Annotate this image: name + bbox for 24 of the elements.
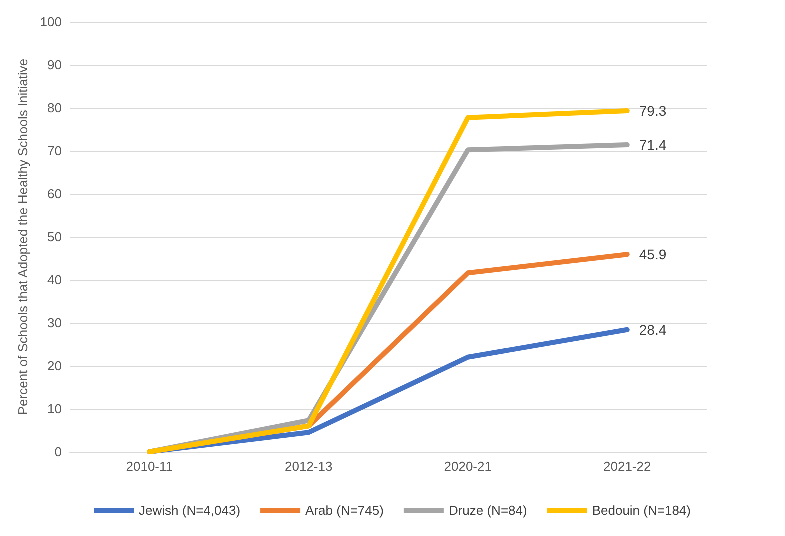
legend-label: Bedouin (N=184) (592, 503, 691, 518)
y-tick-label: 30 (48, 316, 62, 330)
legend-label: Arab (N=745) (306, 503, 384, 518)
y-tick-label: 20 (48, 358, 62, 374)
y-tick-label: 80 (48, 100, 62, 116)
y-tick-label: 90 (48, 58, 62, 72)
x-tick-label: 2012-13 (285, 459, 333, 474)
legend-label: Druze (N=84) (448, 503, 528, 518)
data-label: 71.4 (639, 136, 667, 153)
y-tick-label: 40 (48, 272, 62, 288)
y-tick-label: 10 (48, 402, 62, 416)
y-tick-label: 100 (40, 14, 62, 30)
y-tick-label: 70 (48, 144, 62, 158)
y-axis-title: Percent of Schools that Adopted the Healthy Schools Initiative (15, 58, 30, 416)
x-tick-label: 2010-11 (126, 459, 173, 474)
x-tick-label: 2020-21 (444, 459, 492, 474)
y-tick-label: 60 (48, 186, 62, 202)
data-label: 28.4 (639, 322, 667, 338)
y-tick-label: 0 (54, 444, 62, 460)
y-tick-label: 50 (48, 230, 62, 244)
legend-label: Jewish (N=4,043) (139, 503, 241, 518)
data-label: 79.3 (639, 103, 667, 120)
data-label: 45.9 (639, 246, 667, 263)
x-tick-label: 2021-22 (604, 459, 652, 474)
